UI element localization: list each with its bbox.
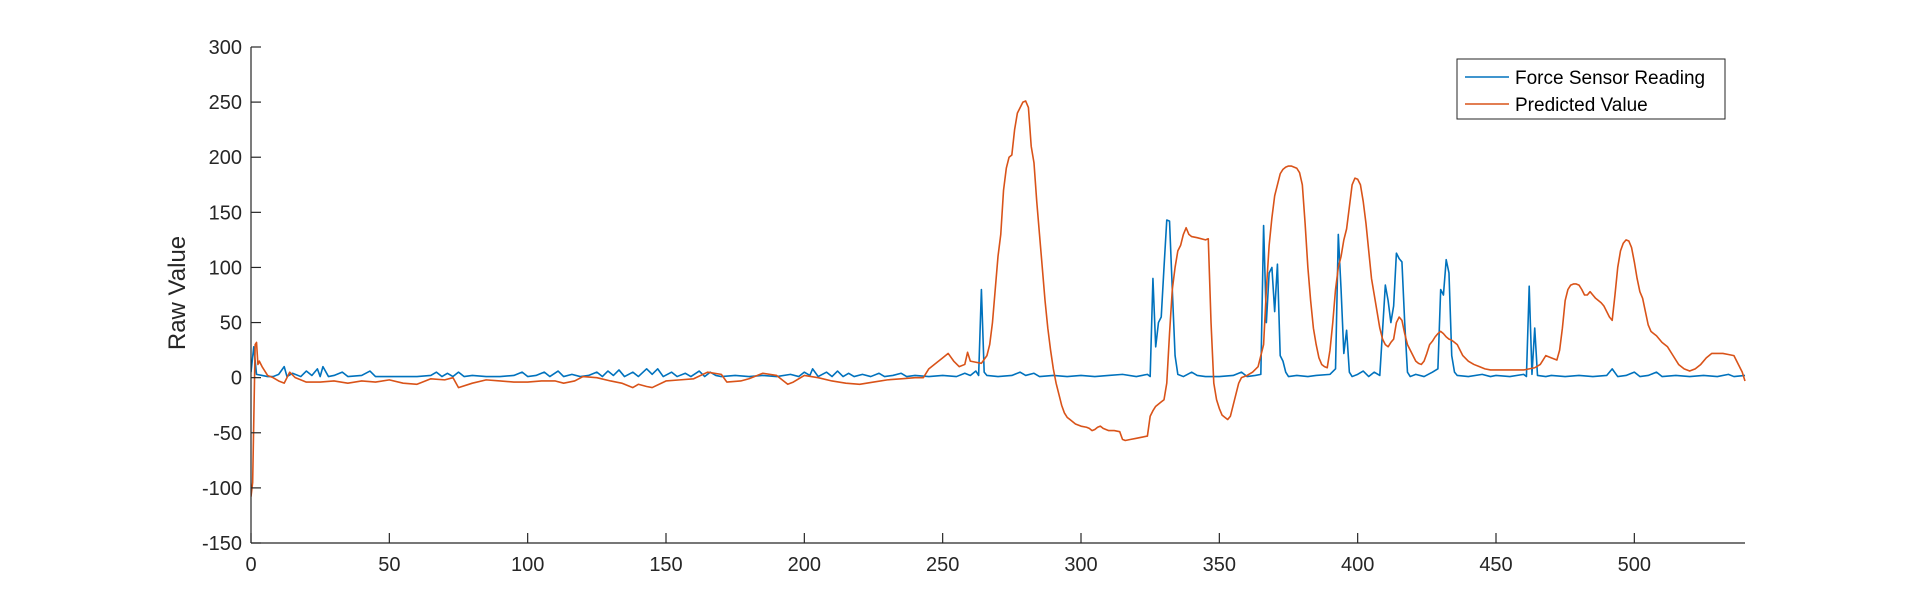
x-tick-label: 250 (926, 554, 959, 576)
series-layer (251, 100, 1746, 497)
y-tick-label: 300 (209, 37, 242, 59)
series-line-1 (251, 219, 1746, 378)
ticks-layer: 0 50 100 150 200 250 300 350 400 450 500-150-100-5… (202, 37, 1651, 576)
y-tick-label: 200 (209, 147, 242, 169)
y-tick-label: 100 (209, 257, 242, 279)
x-tick-label: 150 (649, 554, 682, 576)
legend-box (1456, 58, 1726, 120)
legend: Force Sensor Reading Predicted Value (1456, 58, 1726, 120)
x-tick-label: 200 (788, 554, 821, 576)
x-tick-label: 50 (378, 554, 400, 576)
y-axis-label: Raw Value (164, 236, 191, 350)
y-tick-label: -150 (202, 533, 242, 555)
x-tick-label: 500 (1618, 554, 1651, 576)
y-tick-label: -100 (202, 478, 242, 500)
x-tick-label: 0 (245, 554, 256, 576)
x-tick-label: 350 (1203, 554, 1236, 576)
legend-label: Force Sensor Reading (1515, 68, 1705, 89)
y-tick-label: 0 (231, 368, 242, 390)
x-tick-label: 300 (1064, 554, 1097, 576)
legend-label: Predicted Value (1515, 95, 1648, 116)
y-tick-label: 250 (209, 92, 242, 114)
series-line-2 (251, 100, 1746, 497)
x-tick-label: 450 (1479, 554, 1512, 576)
x-tick-label: 100 (511, 554, 544, 576)
y-tick-label: 150 (209, 202, 242, 224)
x-tick-label: 400 (1341, 554, 1374, 576)
y-tick-label: -50 (213, 423, 242, 445)
y-tick-label: 50 (220, 313, 242, 335)
